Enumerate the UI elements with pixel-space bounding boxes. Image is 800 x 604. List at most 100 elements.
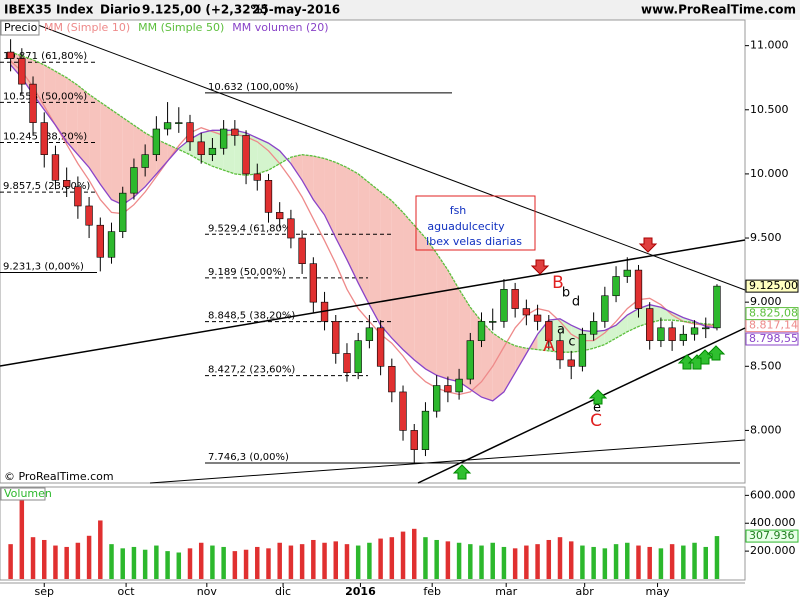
volume-bar — [221, 546, 226, 579]
volume-bar — [535, 544, 540, 579]
ma-cloud — [627, 308, 639, 332]
volume-bar — [86, 535, 92, 579]
volume-bar — [120, 548, 125, 579]
ma-cloud — [660, 307, 673, 321]
volume-bar — [468, 544, 473, 579]
volume-bar — [524, 545, 529, 579]
y-tick-label: 9.500 — [750, 231, 782, 244]
volume-bar — [456, 542, 462, 579]
volume-bar — [176, 552, 182, 579]
fib-label: 7.746,3 (0,00%) — [208, 452, 289, 463]
candle-body — [690, 327, 699, 335]
volume-bar — [42, 539, 47, 579]
ma-cloud — [369, 182, 381, 326]
volume-bar — [445, 541, 451, 579]
wave-label: A — [543, 336, 555, 356]
volume-bar — [198, 542, 204, 579]
ma-cloud — [515, 345, 527, 373]
y-tick-label: 11.000 — [750, 39, 789, 52]
volume-bar — [434, 539, 439, 579]
volume-bar — [501, 546, 507, 579]
candle-body — [376, 327, 385, 367]
volume-bar — [277, 542, 282, 579]
price-label: Precio — [4, 21, 38, 34]
y-tick-label: 8.500 — [750, 359, 782, 372]
wave-label: e — [593, 401, 601, 416]
ma-cloud — [324, 158, 336, 239]
volume-bar — [557, 537, 563, 579]
fib-label: 10.871 (61,80%) — [3, 51, 87, 62]
ma-cloud — [100, 102, 112, 200]
ma-cloud — [77, 85, 90, 168]
copyright: © ProRealTime.com — [4, 470, 114, 483]
last-value-label: 9.125,00 — [749, 279, 798, 292]
volume-panel — [0, 486, 746, 581]
ma-cloud — [89, 94, 101, 185]
ma-cloud — [313, 155, 325, 215]
y-tick-label: 200.000 — [750, 544, 796, 557]
candle-body — [545, 321, 553, 341]
volume-bar — [602, 548, 608, 579]
ma-cloud — [616, 314, 628, 339]
candle-body — [399, 391, 407, 431]
trend-line — [29, 21, 746, 291]
candle-body — [365, 327, 374, 341]
candle-body — [63, 180, 71, 188]
quote: 9.125,00 (+2,32%) — [142, 3, 268, 17]
ma-cloud — [436, 253, 448, 380]
ma-cloud — [257, 137, 269, 174]
candle-body — [500, 289, 508, 322]
candle-body — [186, 122, 194, 143]
volume-bar — [412, 528, 417, 579]
y-tick-label: 10.500 — [750, 103, 789, 116]
ma-cloud — [358, 173, 370, 305]
volume-bar — [355, 545, 361, 579]
title: IBEX35 Index — [4, 3, 94, 17]
candle-body — [219, 128, 228, 149]
candle-body — [646, 308, 654, 341]
fib-label: 8.848,5 (38,20%) — [208, 311, 295, 322]
volume-bar — [367, 542, 372, 579]
candle-body — [612, 276, 620, 297]
candle-body — [40, 122, 48, 155]
volume-bar — [580, 545, 585, 579]
volume-bar — [288, 545, 294, 579]
volume-bar — [591, 546, 596, 579]
candle-body — [51, 154, 60, 181]
trend-line — [0, 239, 746, 367]
x-tick-label: sep — [35, 585, 54, 598]
x-tick-label: nov — [197, 585, 218, 598]
last-value-box — [745, 279, 799, 293]
ma-cloud — [302, 154, 314, 200]
volume-bar — [647, 546, 652, 579]
candle-body — [634, 269, 643, 309]
y-tick-label: 9.000 — [750, 295, 782, 308]
ma-cloud — [201, 130, 213, 167]
ma-cloud — [481, 321, 493, 401]
volume-bar — [232, 551, 238, 579]
site: www.ProRealTime.com — [641, 3, 796, 17]
volume-bar — [613, 544, 619, 579]
candle-body — [276, 212, 284, 220]
candle-body — [287, 218, 295, 239]
volume-bar — [568, 541, 574, 579]
candle-body — [567, 359, 575, 367]
volume-bar — [266, 548, 271, 579]
candle-body — [208, 147, 217, 155]
volume-bar — [479, 545, 484, 579]
candle-body — [455, 378, 463, 393]
volume-bar — [142, 549, 148, 579]
volume-bar — [512, 548, 518, 579]
candle-body — [556, 340, 564, 361]
ma-line — [10, 64, 718, 402]
volume-bar — [378, 538, 383, 579]
wave-label: b — [562, 286, 570, 301]
fib-label: 8.427,2 (23,60%) — [208, 365, 295, 376]
ma-cloud — [425, 238, 437, 376]
candle-body — [197, 141, 205, 155]
volume-bar — [669, 544, 675, 579]
up-arrow — [677, 354, 697, 370]
candle-body — [253, 173, 261, 181]
candle-body — [578, 333, 587, 367]
candle-body — [74, 186, 82, 207]
